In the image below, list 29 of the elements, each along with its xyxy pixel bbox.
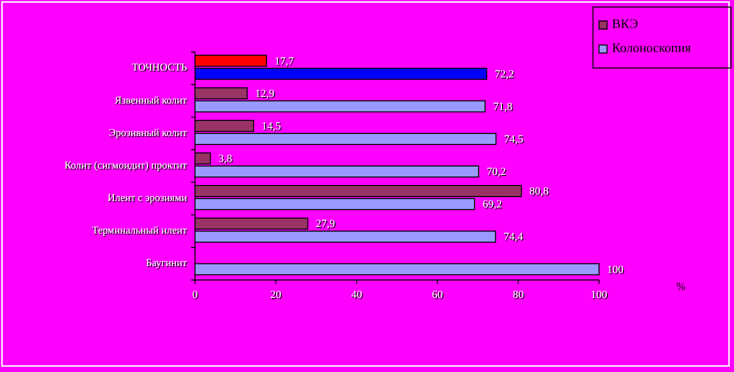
- data-label: 71,8: [493, 100, 513, 113]
- y-tick-label: Илеит с эрозиями: [108, 192, 188, 204]
- x-tick-label: 40: [351, 289, 363, 301]
- x-tick-label: 80: [512, 289, 524, 301]
- text: %: [676, 281, 686, 293]
- data-label: 74,4: [504, 231, 524, 244]
- data-label: 12,9: [255, 88, 275, 100]
- data-label: 74,5: [504, 133, 524, 146]
- x-tick-label: 100: [590, 289, 608, 301]
- y-tick-label: Язвенный колит: [114, 95, 188, 106]
- y-tick-label: ТОЧНОСТЬ: [132, 62, 187, 74]
- data-label: 72,2: [494, 68, 514, 80]
- y-tick-label: Колит (сигмоидит) проктит: [64, 160, 188, 172]
- data-label: 3,8: [218, 153, 233, 166]
- x-tick-label: 60: [432, 289, 444, 301]
- x-tick-label: 0: [192, 289, 198, 301]
- legend-label: ВКЭ: [612, 16, 638, 31]
- data-label: 27,9: [316, 218, 336, 230]
- x-tick-label: 20: [270, 289, 282, 301]
- data-label: 80,8: [529, 186, 550, 198]
- y-tick-label: Эрозивный колит: [108, 128, 188, 139]
- y-tick-label: Баугинит: [146, 258, 188, 270]
- data-label: 14,5: [262, 120, 282, 132]
- data-label: 17,7: [274, 55, 294, 68]
- data-label: 100: [607, 264, 624, 276]
- legend-label: Колоноскопия: [612, 40, 691, 55]
- data-label: 70,2: [486, 166, 506, 178]
- y-tick-label: Терминальный илеит: [92, 226, 188, 237]
- data-label: 69,2: [482, 198, 502, 211]
